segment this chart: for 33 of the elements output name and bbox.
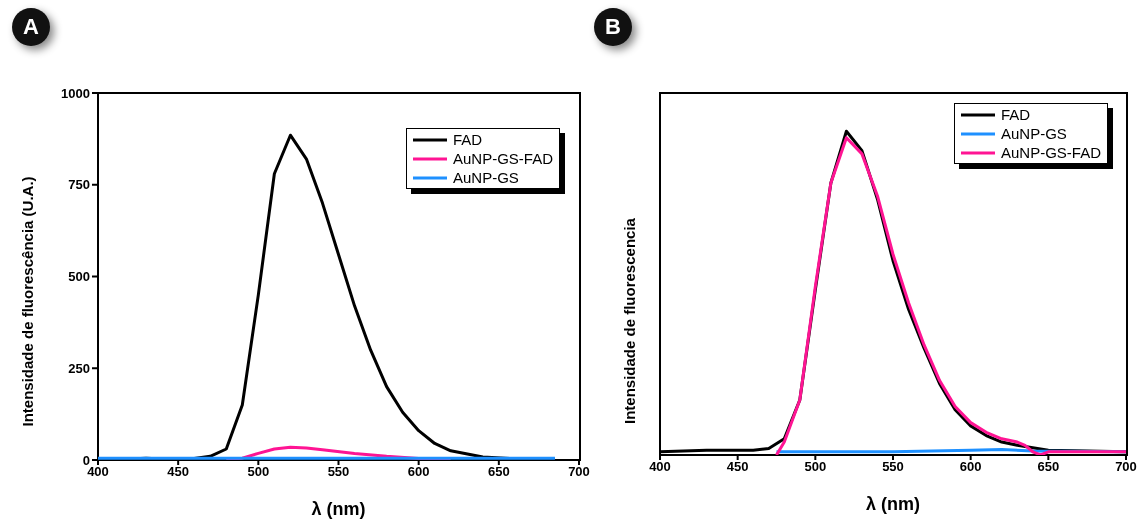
- circle-badge: B: [594, 8, 632, 46]
- x-tick-label: 500: [247, 464, 270, 480]
- y-tick-label: 750: [68, 177, 90, 193]
- circle-badge: A: [12, 8, 50, 46]
- x-axis-title: λ (nm): [866, 494, 921, 514]
- y-axis-title: Intensidade de fluorescencia: [621, 217, 639, 424]
- chart-title: A: [23, 14, 39, 40]
- x-tick-label: 700: [568, 464, 590, 480]
- x-tick-label: 450: [726, 459, 749, 475]
- legend-label: AuNP-GS: [452, 168, 519, 187]
- x-tick-label: 600: [407, 464, 430, 480]
- y-axis-title: Intensidade de fluorescência (U.A.): [19, 176, 37, 427]
- legend-label: FAD: [1000, 105, 1031, 124]
- x-tick-label: 650: [487, 464, 510, 480]
- legend-label: AuNP-GS-FAD: [452, 149, 553, 168]
- legend-label: AuNP-GS: [1000, 124, 1067, 143]
- x-tick-label: 700: [1115, 459, 1137, 475]
- y-tick-label: 1000: [61, 85, 90, 101]
- x-tick-label: 650: [1037, 459, 1060, 475]
- x-tick-label: 600: [959, 459, 982, 475]
- legend-label: FAD: [452, 130, 483, 149]
- x-tick-label: 450: [167, 464, 190, 480]
- x-tick-label: 500: [804, 459, 827, 475]
- y-tick-label: 0: [82, 452, 90, 468]
- x-tick-label: 550: [327, 464, 350, 480]
- x-tick-label: 400: [87, 464, 109, 480]
- x-axis-title: λ (nm): [311, 499, 366, 519]
- chart-title: B: [605, 14, 621, 40]
- y-tick-label: 500: [68, 269, 90, 285]
- x-tick-label: 550: [882, 459, 904, 475]
- x-tick-label: 400: [649, 459, 671, 475]
- y-tick-label: 250: [68, 360, 90, 376]
- legend-label: AuNP-GS-FAD: [1000, 143, 1101, 162]
